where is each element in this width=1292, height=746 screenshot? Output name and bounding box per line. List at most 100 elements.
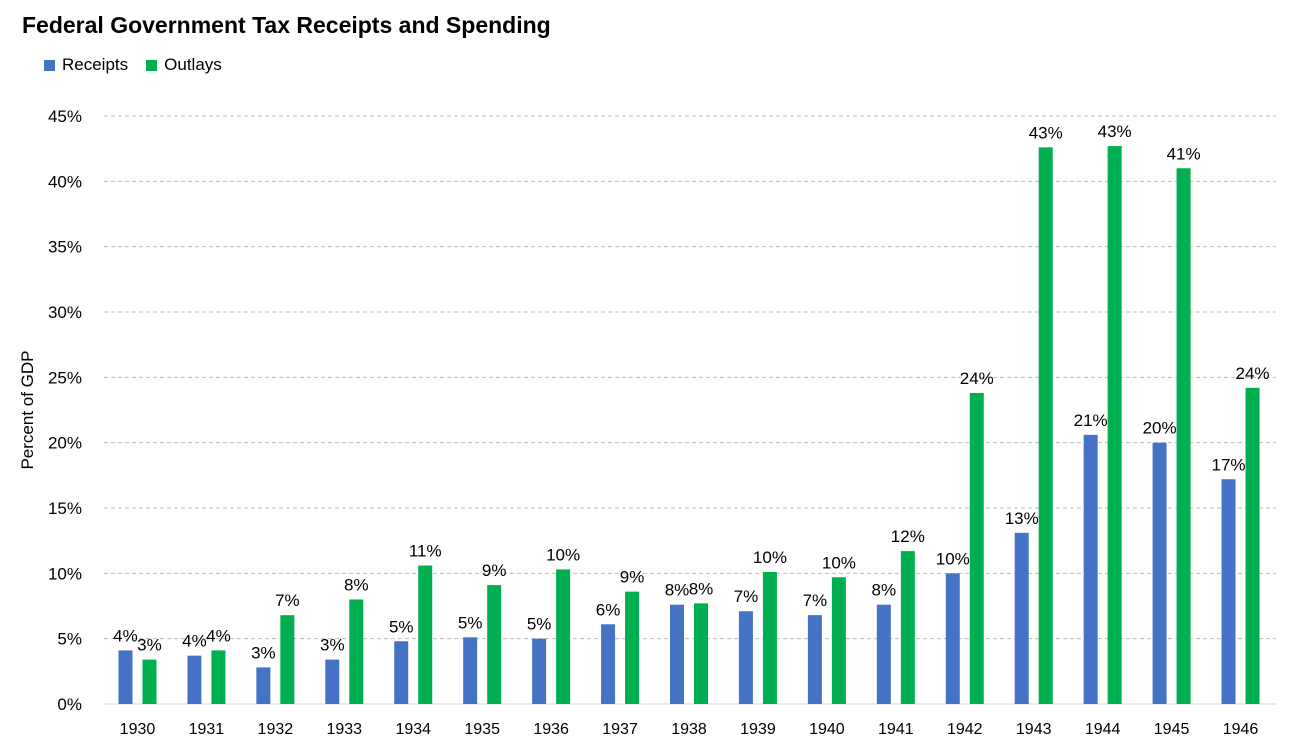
bar-receipts-1930	[118, 650, 133, 704]
bar-receipts-1932	[256, 667, 271, 704]
bar-outlays-1946	[1245, 387, 1260, 704]
y-tick-label: 5%	[57, 630, 82, 649]
data-label-receipts-1939: 7%	[734, 587, 759, 606]
bar-outlays-1930	[142, 659, 157, 704]
x-tick-label: 1931	[189, 721, 225, 738]
data-label-outlays-1940: 10%	[822, 553, 856, 572]
data-label-outlays-1943: 43%	[1029, 123, 1063, 142]
bar-receipts-1931	[187, 655, 202, 704]
y-tick-label: 25%	[48, 368, 82, 387]
bar-receipts-1944	[1083, 434, 1098, 704]
bar-receipts-1942	[945, 573, 960, 704]
y-tick-label: 40%	[48, 172, 82, 191]
legend-item-receipts: Receipts	[44, 55, 128, 75]
x-tick-label: 1946	[1223, 721, 1259, 738]
data-label-outlays-1934: 11%	[409, 541, 442, 560]
data-label-receipts-1943: 13%	[1005, 509, 1039, 528]
data-label-outlays-1935: 9%	[482, 561, 507, 580]
bar-receipts-1940	[807, 615, 822, 704]
chart-title: Federal Government Tax Receipts and Spen…	[22, 12, 551, 38]
x-tick-label: 1944	[1085, 721, 1121, 738]
data-label-outlays-1945: 41%	[1167, 144, 1201, 163]
x-tick-label: 1938	[671, 721, 707, 738]
bar-receipts-1943	[1014, 532, 1029, 704]
data-label-outlays-1942: 24%	[960, 369, 994, 388]
data-label-outlays-1937: 9%	[620, 568, 645, 587]
x-tick-label: 1932	[258, 721, 294, 738]
legend-swatch-receipts	[44, 59, 55, 71]
x-tick-label: 1942	[947, 721, 983, 738]
bar-receipts-1936	[532, 638, 547, 704]
bar-outlays-1936	[556, 569, 571, 704]
data-label-outlays-1933: 8%	[344, 575, 369, 594]
bar-outlays-1933	[349, 599, 364, 704]
x-tick-label: 1943	[1016, 721, 1052, 738]
bar-outlays-1931	[211, 650, 226, 704]
bar-receipts-1945	[1152, 442, 1167, 704]
y-axis-title: Percent of GDP	[18, 350, 37, 469]
bar-outlays-1934	[418, 565, 433, 704]
data-label-receipts-1932: 3%	[251, 643, 276, 662]
y-tick-label: 20%	[48, 434, 82, 453]
bar-receipts-1941	[876, 604, 891, 704]
x-tick-label: 1940	[809, 721, 845, 738]
bar-outlays-1943	[1038, 147, 1053, 705]
data-label-receipts-1941: 8%	[872, 581, 897, 600]
bar-receipts-1934	[394, 641, 409, 704]
legend-label-outlays: Outlays	[164, 55, 222, 74]
legend-label-receipts: Receipts	[62, 55, 129, 74]
x-tick-label: 1930	[120, 721, 156, 738]
bar-outlays-1937	[625, 591, 640, 704]
data-label-receipts-1940: 7%	[803, 591, 828, 610]
data-label-outlays-1941: 12%	[891, 527, 925, 546]
data-label-outlays-1931: 4%	[206, 626, 231, 645]
y-tick-label: 10%	[48, 564, 82, 583]
data-label-receipts-1935: 5%	[458, 613, 483, 632]
x-tick-label: 1945	[1154, 721, 1190, 738]
data-label-receipts-1930: 4%	[113, 626, 138, 645]
data-label-receipts-1937: 6%	[596, 600, 621, 619]
data-label-receipts-1942: 10%	[936, 549, 970, 568]
data-label-outlays-1930: 3%	[137, 636, 162, 655]
data-label-receipts-1933: 3%	[320, 636, 345, 655]
data-label-outlays-1944: 43%	[1098, 122, 1132, 141]
bar-receipts-1938	[670, 604, 684, 704]
y-tick-label: 30%	[48, 303, 82, 322]
data-label-receipts-1938: 8%	[665, 581, 690, 600]
bar-outlays-1940	[831, 577, 846, 704]
y-tick-label: 15%	[48, 499, 82, 518]
bar-outlays-1941	[900, 551, 915, 704]
x-tick-label: 1934	[395, 721, 431, 738]
bar-outlays-1939	[762, 572, 777, 704]
data-label-outlays-1946: 24%	[1236, 364, 1270, 383]
x-tick-label: 1935	[464, 721, 500, 738]
bar-receipts-1946	[1221, 479, 1236, 704]
data-label-receipts-1946: 17%	[1212, 455, 1246, 474]
bar-receipts-1939	[738, 611, 753, 704]
x-tick-label: 1937	[602, 721, 638, 738]
legend: Receipts Outlays	[44, 55, 240, 75]
bar-outlays-1944	[1107, 146, 1122, 704]
bar-receipts-1935	[463, 637, 478, 704]
bar-outlays-1945	[1176, 168, 1191, 704]
bar-outlays-1942	[969, 393, 984, 704]
data-label-receipts-1934: 5%	[389, 617, 414, 636]
legend-item-outlays: Outlays	[146, 55, 222, 75]
data-label-outlays-1932: 7%	[275, 591, 300, 610]
bar-receipts-1933	[325, 659, 340, 704]
x-tick-label: 1936	[533, 721, 569, 738]
x-tick-label: 1933	[326, 721, 362, 738]
y-tick-label: 45%	[48, 107, 82, 126]
x-tick-label: 1939	[740, 721, 776, 738]
x-tick-label: 1941	[878, 721, 914, 738]
bar-receipts-1937	[601, 624, 616, 704]
data-label-receipts-1944: 21%	[1074, 411, 1108, 430]
bar-outlays-1938	[694, 603, 708, 704]
y-tick-label: 35%	[48, 238, 82, 257]
data-label-outlays-1936: 10%	[546, 545, 580, 564]
data-label-receipts-1931: 4%	[182, 632, 207, 651]
data-label-outlays-1939: 10%	[753, 548, 787, 567]
data-label-receipts-1945: 20%	[1143, 419, 1177, 438]
bar-outlays-1932	[280, 615, 295, 704]
